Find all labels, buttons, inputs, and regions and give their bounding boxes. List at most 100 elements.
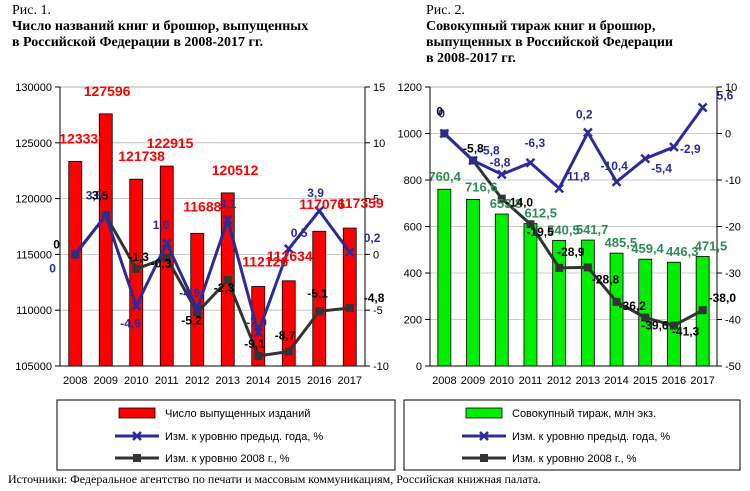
bar [437,188,452,367]
series-2008-point [669,321,678,330]
base-2008-data-label: -36,2 [619,299,647,313]
figure-2-label: Рис. 2. [426,3,465,18]
x-tick-label: 2011 [519,375,543,387]
prev-year-data-label: 0,2 [364,231,381,245]
legend-bar-swatch [465,407,503,419]
y-tick-label: 115000 [16,249,52,261]
bar [523,223,538,367]
prev-year-data-label: 0 [438,107,445,121]
legend-entry-label: Изм. к уровню предыд. года, % [165,431,323,443]
figure-1-title: Рис. 1. Число названий книг и брошюр, вы… [12,3,372,51]
series-prev-point [554,183,565,194]
y2-tick-label: -10 [725,175,741,187]
bar-data-label: 112126 [242,253,288,269]
x-tick-label: 2010 [124,375,148,387]
y-tick-label: 0 [416,361,422,373]
bar-data-label: 541,7 [576,222,609,237]
series-prev-point [496,169,507,180]
bar-data-label: 120512 [212,162,259,178]
chart-2: 0 200 400 600 800 1000 1200 -50 -40 -30 -20 -10 0 10 2… [398,82,741,471]
series-prev-point [611,176,622,187]
legend-entry-label: Изм. к уровню 2008 г., % [165,453,290,465]
series-prev-line [443,106,704,191]
figure-1-label: Рис. 1. [12,3,51,18]
prev-year-data-label: -2,9 [680,142,701,156]
x-tick-label: 2012 [547,375,571,387]
base-2008-data-label: -5,1 [307,286,328,300]
source-note: Источники: Федеральное агентство по печа… [8,472,542,486]
y-tick-label: 200 [404,315,422,327]
series-2008-point [583,263,592,272]
y-tick-label: 1200 [398,82,422,94]
bar-data-label: 459,4 [631,241,664,256]
x-tick-label: 2008 [432,375,456,387]
y-tick-label: 130000 [15,82,52,94]
series-2008-point [698,306,707,315]
prev-year-data-label: 3,5 [86,188,103,202]
base-2008-data-label: -5,8 [463,141,484,155]
legend-2008-marker [133,454,141,462]
legend-entry-label: Изм. к уровню предыд. года, % [512,431,670,443]
series-2008-point [254,351,263,360]
y-tick-label: 125000 [15,138,52,150]
base-2008-data-label: 3,5 [92,188,109,202]
x-tick-label: 2013 [216,375,240,387]
bar [68,160,83,367]
bar-data-label: 471,5 [695,238,728,253]
y2-tick-label: 0 [725,129,731,141]
series-prev-point [70,249,81,260]
y2-tick-label: 10 [725,82,737,94]
legend-box [403,399,741,471]
base-2008-data-label: 0 [53,237,60,251]
series-2008-line [74,212,350,358]
series-2008-point [497,194,506,203]
prev-year-data-label: -11,8 [563,169,590,183]
figure-1-heading-line-2: в Российской Федерации в 2008-2017 гг. [12,35,264,50]
bar-data-label: 123336 [59,130,106,146]
y2-tick-label: 10 [373,138,385,150]
legend-prev-marker [479,431,489,441]
series-2008-point [555,263,564,272]
series-prev-point [468,155,478,166]
prev-year-data-label: -7,0 [246,316,267,330]
prev-year-data-label: -10,4 [601,159,629,173]
figure-1-heading-line-1: Число названий книг и брошюр, выпущенных [12,19,309,34]
x-tick-label: 2015 [633,375,657,387]
base-2008-data-label: -9,1 [244,337,265,351]
series-2008-point [526,220,535,229]
bar [494,213,509,367]
base-2008-data-label: -41,3 [672,325,700,339]
series-prev-point [697,102,708,113]
x-tick-label: 2017 [338,375,362,387]
series-2008-point [612,297,621,306]
prev-year-data-label: -8,8 [490,155,511,169]
series-2008-point [162,253,171,262]
prev-year-data-label: 3,1 [220,197,237,211]
base-2008-data-label: -38,0 [709,291,737,305]
y-tick-label: 1000 [398,129,422,141]
series-2008-point [345,303,354,312]
y2-tick-label: 0 [373,249,379,261]
prev-year-data-label: 0,5 [291,226,308,240]
bar [159,165,174,367]
x-tick-label: 2017 [690,375,714,387]
y-tick-label: 110000 [16,305,52,317]
y2-tick-label: -40 [725,315,741,327]
x-tick-label: 2016 [662,375,686,387]
series-prev-line [74,208,351,338]
bar [609,252,624,367]
legend-box [56,399,396,471]
series-prev-point [131,300,142,311]
prev-year-data-label: 0 [49,261,56,275]
legend: Совокупный тираж, млн экз. Изм. к уровню … [403,399,741,471]
base-2008-data-label: -28,9 [557,245,585,259]
bar-data-label: 112634 [267,248,313,264]
bar [667,261,681,367]
bar-data-label: 116888 [183,198,229,214]
base-2008-data-label: 0 [436,105,443,119]
y-tick-label: 600 [404,222,422,234]
series-2008-point [132,264,141,273]
x-tick-label: 2012 [185,375,209,387]
y-tick-label: 400 [404,268,422,280]
legend: Число выпущенных изданий Изм. к уровню пр… [56,399,396,471]
